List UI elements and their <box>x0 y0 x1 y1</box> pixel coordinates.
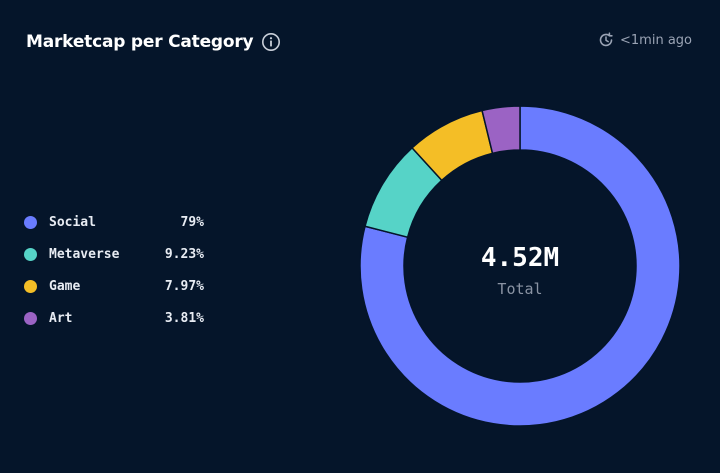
legend-dot-game <box>24 279 37 293</box>
legend-dot-metaverse <box>24 247 37 261</box>
clock-refresh-icon[interactable] <box>598 32 614 48</box>
donut-chart: 4.52M Total <box>350 96 690 436</box>
legend-dot-art <box>24 311 37 325</box>
card-title: Marketcap per Category <box>26 32 254 52</box>
legend-dot-social <box>24 215 37 229</box>
legend-item-game[interactable]: Game 7.97% <box>24 270 214 302</box>
card-header: Marketcap per Category <box>26 28 281 56</box>
donut-slice-social[interactable] <box>359 105 681 427</box>
legend-item-art[interactable]: Art 3.81% <box>24 302 214 334</box>
last-updated-text: <1min ago <box>620 32 692 48</box>
legend-value: 7.97% <box>164 278 204 294</box>
info-icon[interactable] <box>261 32 281 52</box>
legend-value: 9.23% <box>164 246 204 262</box>
donut-slice-art[interactable] <box>481 105 521 155</box>
donut-center-label: Total <box>497 280 542 298</box>
last-updated: <1min ago <box>598 32 692 48</box>
chart-legend: Social 79% Metaverse 9.23% Game 7.97% Ar… <box>24 206 214 334</box>
legend-label: Social <box>49 214 96 230</box>
legend-label: Game <box>49 278 81 294</box>
donut-center-total: 4.52M <box>481 243 559 273</box>
donut-slices <box>359 105 681 427</box>
legend-label: Metaverse <box>49 246 120 262</box>
legend-item-metaverse[interactable]: Metaverse 9.23% <box>24 238 214 270</box>
legend-value: 3.81% <box>164 310 204 326</box>
donut-chart-svg: 4.52M Total <box>359 105 681 427</box>
legend-value: 79% <box>180 214 204 230</box>
legend-item-social[interactable]: Social 79% <box>24 206 214 238</box>
legend-label: Art <box>49 310 73 326</box>
